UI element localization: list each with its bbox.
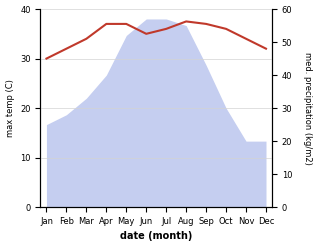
X-axis label: date (month): date (month) xyxy=(120,231,192,242)
Y-axis label: max temp (C): max temp (C) xyxy=(5,79,15,137)
Y-axis label: med. precipitation (kg/m2): med. precipitation (kg/m2) xyxy=(303,52,313,165)
